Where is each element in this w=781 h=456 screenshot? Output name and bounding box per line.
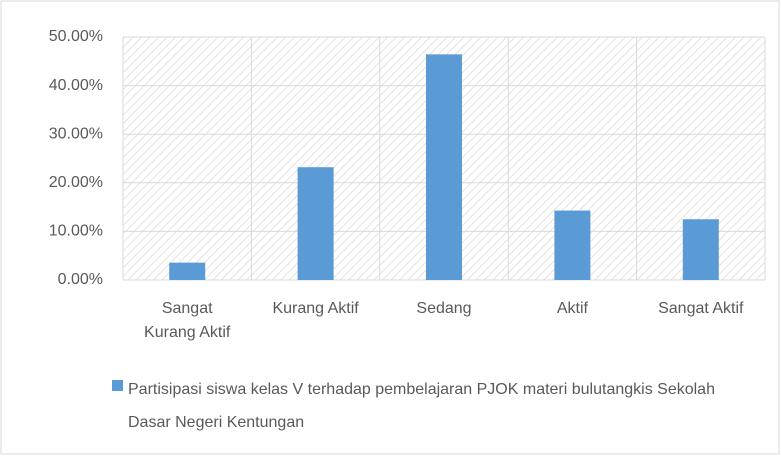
y-tick-label: 0.00% bbox=[58, 271, 103, 288]
bar bbox=[682, 219, 719, 280]
x-tick-label: Aktif bbox=[556, 300, 588, 317]
y-tick-label: 40.00% bbox=[49, 77, 103, 94]
y-tick-label: 30.00% bbox=[49, 125, 103, 142]
bar bbox=[169, 262, 206, 280]
y-tick-label: 50.00% bbox=[49, 28, 103, 45]
x-tick-label: Sedang bbox=[416, 300, 472, 317]
x-tick-label: Sangat Kurang Aktif bbox=[144, 300, 231, 341]
x-tick-label: Kurang Aktif bbox=[272, 300, 359, 317]
y-tick-label: 20.00% bbox=[49, 174, 103, 191]
x-tick-label: Sangat Aktif bbox=[658, 300, 744, 317]
y-tick-label: 10.00% bbox=[49, 223, 103, 240]
bar bbox=[554, 210, 591, 280]
bar bbox=[297, 167, 334, 280]
legend-label: Partisipasi siswa kelas V terhadap pembe… bbox=[128, 381, 715, 431]
bar bbox=[426, 54, 462, 280]
legend-swatch bbox=[112, 380, 123, 391]
